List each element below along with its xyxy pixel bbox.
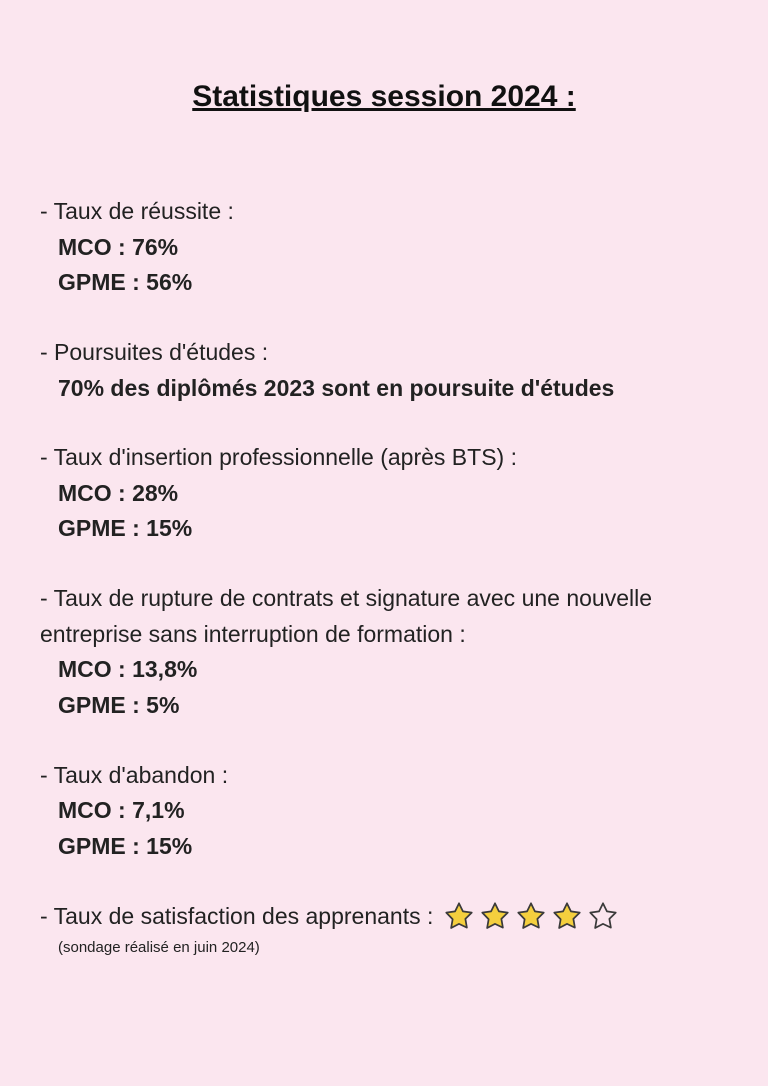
poursuites-label: - Poursuites d'études : — [40, 335, 728, 371]
reussite-label: - Taux de réussite : — [40, 194, 728, 230]
abandon-mco: MCO : 7,1% — [40, 793, 728, 829]
abandon-label: - Taux d'abandon : — [40, 758, 728, 794]
section-rupture: - Taux de rupture de contrats et signatu… — [40, 581, 728, 724]
rupture-gpme: GPME : 5% — [40, 688, 728, 724]
star-filled-icon — [443, 900, 475, 932]
section-abandon: - Taux d'abandon : MCO : 7,1% GPME : 15% — [40, 758, 728, 865]
abandon-gpme: GPME : 15% — [40, 829, 728, 865]
star-filled-icon — [479, 900, 511, 932]
section-poursuites: - Poursuites d'études : 70% des diplômés… — [40, 335, 728, 406]
rupture-mco: MCO : 13,8% — [40, 652, 728, 688]
poursuites-value: 70% des diplômés 2023 sont en poursuite … — [40, 371, 728, 407]
star-empty-icon — [587, 900, 619, 932]
insertion-mco: MCO : 28% — [40, 476, 728, 512]
rupture-label: - Taux de rupture de contrats et signatu… — [40, 581, 728, 652]
rating-stars — [441, 900, 621, 932]
reussite-gpme: GPME : 56% — [40, 265, 728, 301]
stats-page: Statistiques session 2024 : - Taux de ré… — [0, 0, 768, 1034]
page-title: Statistiques session 2024 : — [40, 80, 728, 114]
insertion-gpme: GPME : 15% — [40, 511, 728, 547]
section-insertion: - Taux d'insertion professionnelle (aprè… — [40, 440, 728, 547]
star-filled-icon — [551, 900, 583, 932]
section-reussite: - Taux de réussite : MCO : 76% GPME : 56… — [40, 194, 728, 301]
satisfaction-label: - Taux de satisfaction des apprenants : — [40, 899, 433, 935]
star-filled-icon — [515, 900, 547, 932]
section-satisfaction: - Taux de satisfaction des apprenants : … — [40, 899, 728, 960]
satisfaction-note: (sondage réalisé en juin 2024) — [40, 936, 728, 959]
reussite-mco: MCO : 76% — [40, 230, 728, 266]
insertion-label: - Taux d'insertion professionnelle (aprè… — [40, 440, 728, 476]
